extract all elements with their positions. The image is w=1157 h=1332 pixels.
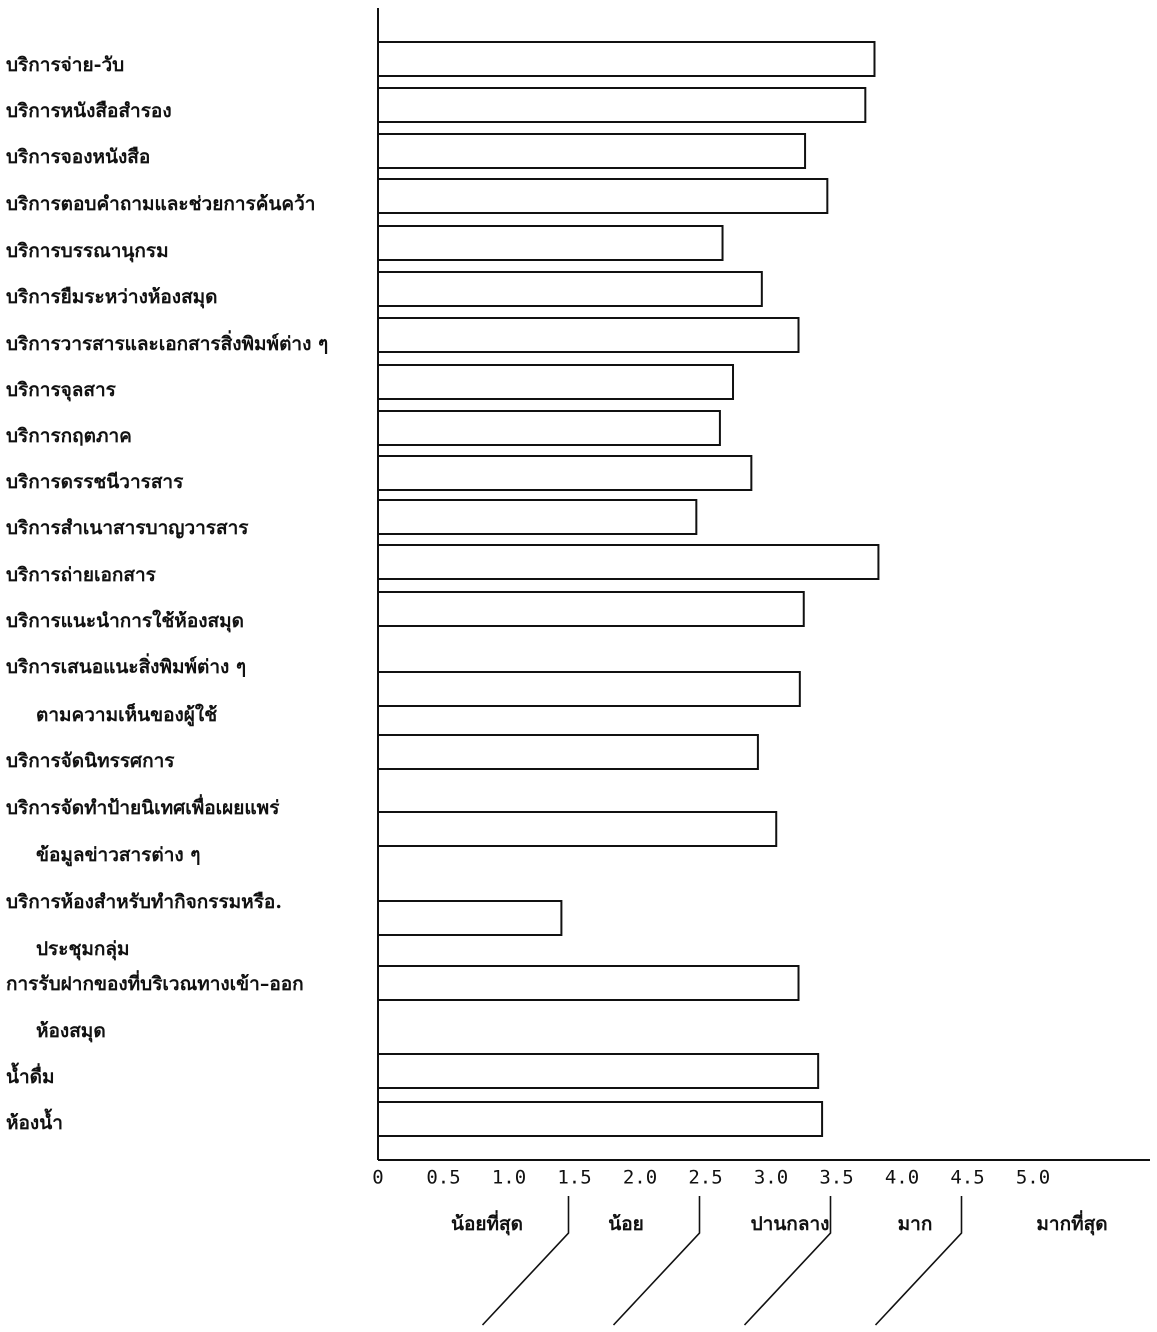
x-tick-label: 1.0 — [492, 1167, 526, 1189]
category-label: บริการบรรณานุกรม — [6, 240, 169, 263]
bar-18 — [377, 965, 800, 1001]
category-label: บริการหนังสือสำรอง — [6, 100, 172, 122]
category-label: บริการจัดนิทรรศการ — [6, 750, 175, 772]
bar-12 — [377, 544, 880, 580]
bar-5 — [377, 225, 724, 261]
category-label: บริการยืมระหว่างห้องสมุด — [6, 286, 218, 309]
x-tick-label: 2.0 — [623, 1167, 657, 1189]
x-tick-label: 0 — [372, 1167, 383, 1189]
x-tick-labels: 0 0.5 1.0 1.5 2.0 2.5 3.0 3.5 4.0 4.5 5.0 — [372, 1167, 1050, 1189]
bar-16 — [377, 811, 778, 847]
bar-4 — [377, 178, 829, 214]
category-label: บริการวารสารและเอกสารสิ่งพิมพ์ต่าง ๆ — [6, 330, 328, 355]
category-label: การรับฝากของที่บริเวณทางเข้า–ออก — [6, 970, 304, 995]
category-label: บริการตอบคำถามและช่วยการค้นคว้า — [6, 193, 315, 215]
level-separator — [743, 1196, 832, 1326]
category-label: บริการจ่าย-วับ — [6, 54, 124, 76]
bar-13 — [377, 591, 805, 627]
level-labels: น้อยที่สุด น้อย ปานกลาง มาก มากที่สุด — [451, 1210, 1108, 1236]
category-labels: บริการจ่าย-วับบริการหนังสือสำรองบริการจอ… — [6, 54, 328, 1134]
bar-7 — [377, 317, 800, 353]
x-tick-label: 3.0 — [754, 1167, 788, 1189]
axes — [377, 8, 1150, 1161]
level-separator — [612, 1196, 701, 1326]
level-label: ปานกลาง — [751, 1213, 830, 1235]
bar-10 — [377, 455, 753, 491]
category-label: บริการแนะนำการใช้ห้องสมุด — [6, 609, 244, 633]
x-tick-label: 1.5 — [557, 1167, 591, 1189]
level-separators — [481, 1196, 963, 1326]
category-label: ตามความเห็นของผู้ใช้ — [36, 702, 217, 727]
x-tick-label: 3.5 — [819, 1167, 853, 1189]
bar-3 — [377, 133, 807, 169]
level-label: น้อยที่สุด — [451, 1210, 523, 1236]
category-label: บริการกฤตภาค — [6, 425, 132, 447]
category-label: บริการจัดทำป้ายนิเทศเพื่อเผยแพร่ — [6, 794, 280, 819]
level-label: มากที่สุด — [1036, 1210, 1107, 1236]
bar-20 — [377, 1101, 824, 1137]
category-label: ห้องสมุด — [36, 1020, 106, 1043]
level-label: น้อย — [608, 1213, 644, 1235]
bar-14 — [377, 671, 801, 707]
bar-17 — [377, 900, 563, 936]
bar-9 — [377, 410, 721, 446]
category-label: บริการสำเนาสารบาญวารสาร — [6, 517, 249, 539]
x-tick-label: 0.5 — [426, 1167, 460, 1189]
bar-2 — [377, 87, 867, 123]
category-label: ประชุมกลุ่ม — [36, 938, 130, 961]
bar-11 — [377, 499, 698, 535]
category-label: บริการจุลสาร — [6, 379, 117, 402]
bar-1 — [377, 41, 876, 77]
category-label: น้ำดื่ม — [6, 1062, 55, 1088]
category-label: บริการถ่ายเอกสาร — [6, 564, 157, 586]
bars — [377, 41, 880, 1137]
level-label: มาก — [898, 1213, 933, 1235]
category-label: ห้องน้ำ — [6, 1108, 63, 1134]
x-tick-label: 5.0 — [1016, 1167, 1050, 1189]
category-label: บริการเสนอแนะสิ่งพิมพ์ต่าง ๆ — [6, 653, 246, 678]
x-tick-label: 4.5 — [950, 1167, 984, 1189]
bar-19 — [377, 1053, 820, 1089]
category-label: ข้อมูลข่าวสารต่าง ๆ — [36, 844, 200, 867]
bar-8 — [377, 364, 735, 400]
x-tick-label: 4.0 — [885, 1167, 919, 1189]
category-label: บริการดรรชนีวารสาร — [6, 471, 184, 493]
category-label: บริการห้องสำหรับทำกิจกรรมหรือ. — [6, 891, 282, 913]
level-separator — [874, 1196, 963, 1326]
category-label: บริการจองหนังสือ — [6, 146, 150, 168]
bar-15 — [377, 734, 759, 770]
level-separator — [481, 1196, 570, 1326]
bar-6 — [377, 271, 763, 307]
x-tick-label: 2.5 — [688, 1167, 722, 1189]
